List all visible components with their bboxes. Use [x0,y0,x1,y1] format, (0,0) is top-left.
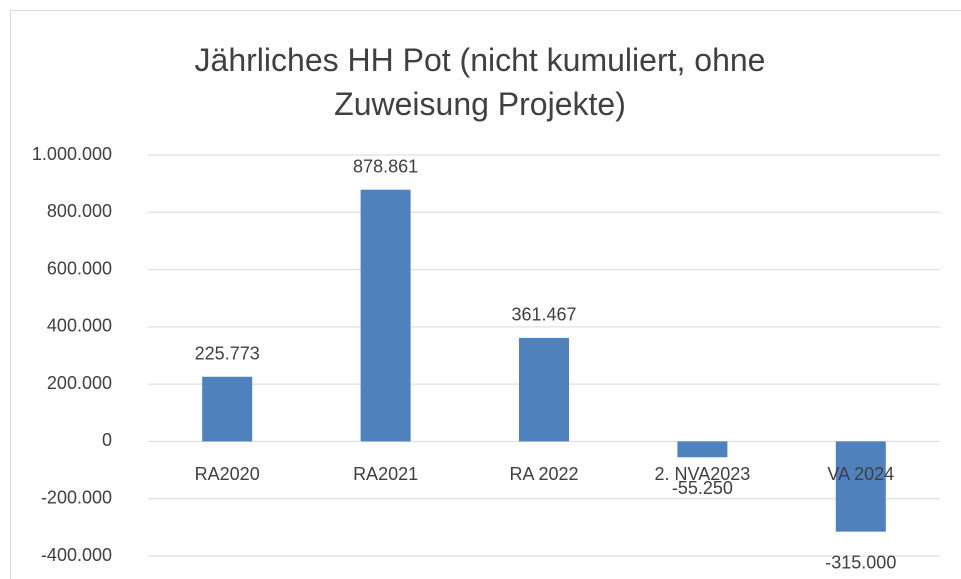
x-tick-label: VA 2024 [827,464,894,484]
bar [835,441,886,532]
x-tick-label: RA 2022 [509,464,578,484]
y-tick-label: 1.000.000 [32,144,112,164]
y-tick-label: -400.000 [41,545,112,565]
y-tick-label: 0 [102,430,112,450]
y-tick-label: 600.000 [47,258,112,278]
data-label: 225.773 [195,344,260,364]
x-tick-label: 2. NVA2023 [655,464,751,484]
data-label: -55.250 [672,478,733,498]
data-label: 878.861 [353,156,418,176]
bar [677,441,728,458]
x-tick-label: RA2021 [353,464,418,484]
data-label: 361.467 [511,305,576,325]
y-tick-label: 200.000 [47,373,112,393]
y-tick-label: 800.000 [47,201,112,221]
chart-frame [10,10,961,579]
bar [519,337,569,442]
y-tick-label: 400.000 [47,316,112,336]
chart-title: Jährliches HH Pot (nicht kumuliert, ohne… [194,42,766,122]
data-label: -315.000 [825,552,896,572]
y-tick-label: -200.000 [41,487,112,507]
bar [202,376,253,442]
x-tick-label: RA2020 [195,464,260,484]
bar [360,189,411,442]
